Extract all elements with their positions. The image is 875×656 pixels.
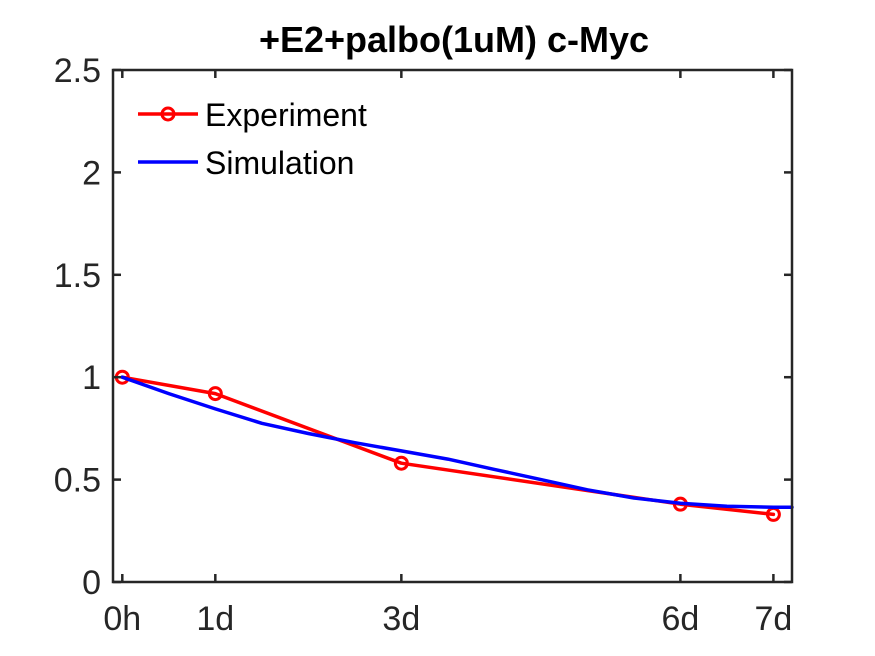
x-tick-label: 3d bbox=[382, 600, 420, 638]
y-tick-label: 1 bbox=[82, 359, 101, 397]
data-point-experiment bbox=[393, 455, 409, 471]
x-tick-label: 6d bbox=[661, 600, 699, 638]
y-tick-label: 2 bbox=[82, 154, 101, 192]
legend-marker-experiment bbox=[160, 106, 176, 122]
legend-label-simulation: Simulation bbox=[205, 145, 354, 181]
y-tick-label: 2.5 bbox=[54, 52, 101, 90]
x-tick-label: 1d bbox=[196, 600, 234, 638]
x-tick-label: 7d bbox=[754, 600, 792, 638]
x-tick-label: 0h bbox=[103, 600, 141, 638]
y-tick-label: 1.5 bbox=[54, 257, 101, 295]
legend-label-experiment: Experiment bbox=[205, 97, 367, 133]
y-tick-label: 0 bbox=[82, 564, 101, 602]
y-tick-label: 0.5 bbox=[54, 462, 101, 500]
series-line-simulation bbox=[120, 375, 794, 509]
series-line-experiment bbox=[120, 375, 776, 517]
chart-title: +E2+palbo(1uM) c-Myc bbox=[259, 19, 649, 60]
axes: 0 0.5 1 1.5 2 2.5 0h 1d 3d 6d 7d bbox=[54, 52, 794, 638]
axes-box bbox=[111, 68, 794, 584]
legend: Experiment Simulation bbox=[138, 97, 367, 181]
plot-area bbox=[114, 369, 794, 522]
data-point-experiment bbox=[207, 386, 223, 402]
